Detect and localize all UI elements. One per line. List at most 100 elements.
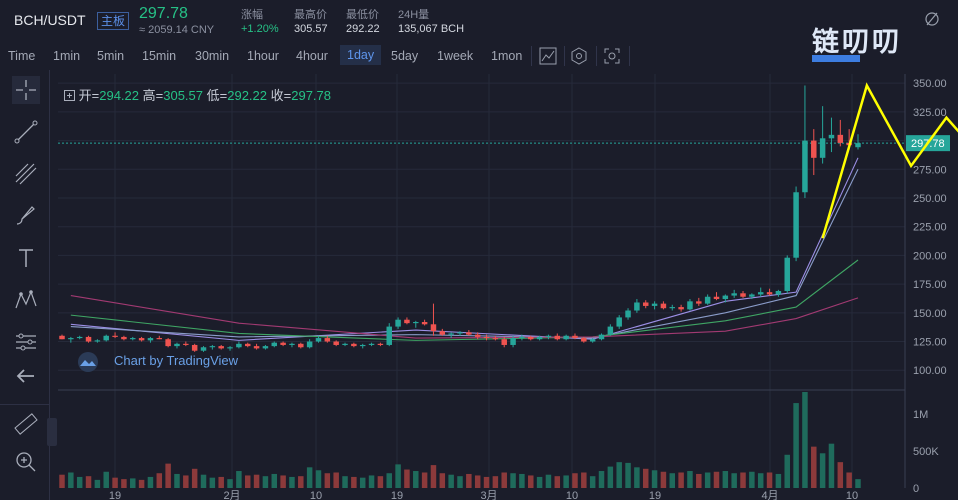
interval-1hour[interactable]: 1hour (247, 49, 279, 63)
interval-5day[interactable]: 5day (391, 49, 419, 63)
candle-body (722, 295, 729, 300)
interval-15min[interactable]: 15min (142, 49, 177, 63)
volume-bar (634, 467, 640, 488)
candle-body (156, 338, 163, 340)
candle-body (793, 192, 799, 258)
text-icon[interactable] (12, 244, 40, 272)
candle (280, 341, 286, 347)
interval-30min[interactable]: 30min (195, 49, 230, 63)
volume-bar (200, 474, 207, 488)
interval-1day[interactable]: 1day (340, 45, 382, 65)
legend-toggle-icon[interactable] (64, 90, 75, 101)
candle-body (572, 335, 578, 339)
candle-body (474, 334, 481, 337)
volume-bar (165, 463, 171, 488)
interval-time[interactable]: Time (8, 49, 36, 63)
moving-average-line (70, 157, 859, 341)
candle-body (200, 347, 207, 351)
candle-body (448, 333, 454, 335)
close-label: 收 (270, 88, 284, 103)
interval-1min[interactable]: 1min (53, 49, 81, 63)
candle (271, 341, 278, 348)
price-tick-label: 125.00 (913, 337, 947, 349)
candle (563, 334, 569, 341)
candle (642, 300, 649, 309)
brush-icon[interactable] (12, 202, 40, 230)
low-label: 低 (206, 88, 220, 103)
candle-body (191, 344, 198, 351)
volume-bar (589, 476, 596, 488)
candle-body (519, 336, 525, 339)
candle-body (138, 338, 145, 341)
candle-body (563, 335, 569, 340)
collapse-toolbar-handle[interactable] (47, 418, 57, 446)
candle-body (819, 138, 826, 158)
volume-bar (236, 471, 242, 488)
volume-bar (448, 474, 454, 488)
chart-type-icon[interactable] (539, 47, 557, 65)
candle (156, 335, 163, 340)
candle (651, 301, 658, 310)
pattern-icon[interactable] (12, 286, 40, 314)
price-tick-label: 225.00 (913, 222, 947, 234)
volume-bar (413, 471, 419, 488)
ticker-header: BCH/USDT 主板 297.78 ≈ 2059.14 CNY 涨幅 +1.2… (0, 0, 958, 42)
volume-bar (775, 473, 782, 488)
volume-bar (660, 471, 667, 488)
chart-grid (58, 74, 906, 488)
candle-body (333, 341, 339, 345)
interval-5min[interactable]: 5min (97, 49, 125, 63)
candle-body (59, 335, 65, 340)
volume-bar (492, 476, 499, 488)
crosshair-icon[interactable] (12, 76, 40, 104)
interval-1mon[interactable]: 1mon (491, 49, 523, 63)
price-tick-label: 325.00 (913, 107, 947, 119)
screenshot-icon[interactable] (603, 47, 621, 65)
candle-body (625, 310, 631, 318)
measure-icon[interactable] (12, 328, 40, 356)
candle (183, 341, 189, 347)
volume-bar (784, 454, 790, 488)
interval-1week[interactable]: 1week (437, 49, 474, 63)
indicators-icon[interactable] (570, 47, 588, 65)
candle (138, 336, 145, 342)
candle (660, 301, 667, 310)
volume-bar (802, 392, 808, 488)
candle-body (589, 339, 596, 342)
volume-bar (351, 476, 357, 488)
ruler-icon[interactable] (12, 410, 40, 438)
candle (704, 294, 711, 305)
volume-bar (846, 472, 852, 488)
toolbar-divider (0, 404, 50, 405)
trend-line-icon[interactable] (12, 118, 40, 146)
interval-4hour[interactable]: 4hour (296, 49, 328, 63)
candle (616, 315, 622, 329)
volume-bar (757, 473, 764, 488)
volume-bar (85, 476, 92, 488)
fib-icon[interactable] (12, 160, 40, 188)
settings-icon[interactable] (923, 10, 941, 28)
volume-bar (766, 472, 773, 488)
toolbar-divider (596, 46, 597, 66)
volume-tick-label: 500K (913, 446, 939, 458)
candle-body (545, 335, 552, 337)
volume-bar (156, 473, 163, 488)
candle-body (306, 341, 313, 348)
candle (811, 129, 817, 176)
candle (112, 332, 118, 339)
volume-bar (669, 473, 676, 488)
zoom-in-icon[interactable] (12, 448, 40, 476)
volume-bar (607, 466, 614, 488)
candle-body (404, 319, 410, 324)
back-arrow-icon[interactable] (12, 362, 40, 390)
pair-name[interactable]: BCH/USDT (14, 12, 86, 28)
candle (147, 336, 154, 343)
candle (696, 297, 702, 306)
candle-body (289, 343, 295, 345)
candle-body (678, 307, 684, 310)
candle (749, 293, 755, 300)
volume-bar (147, 476, 154, 488)
candle-body (766, 292, 773, 295)
candle-body (634, 302, 640, 311)
